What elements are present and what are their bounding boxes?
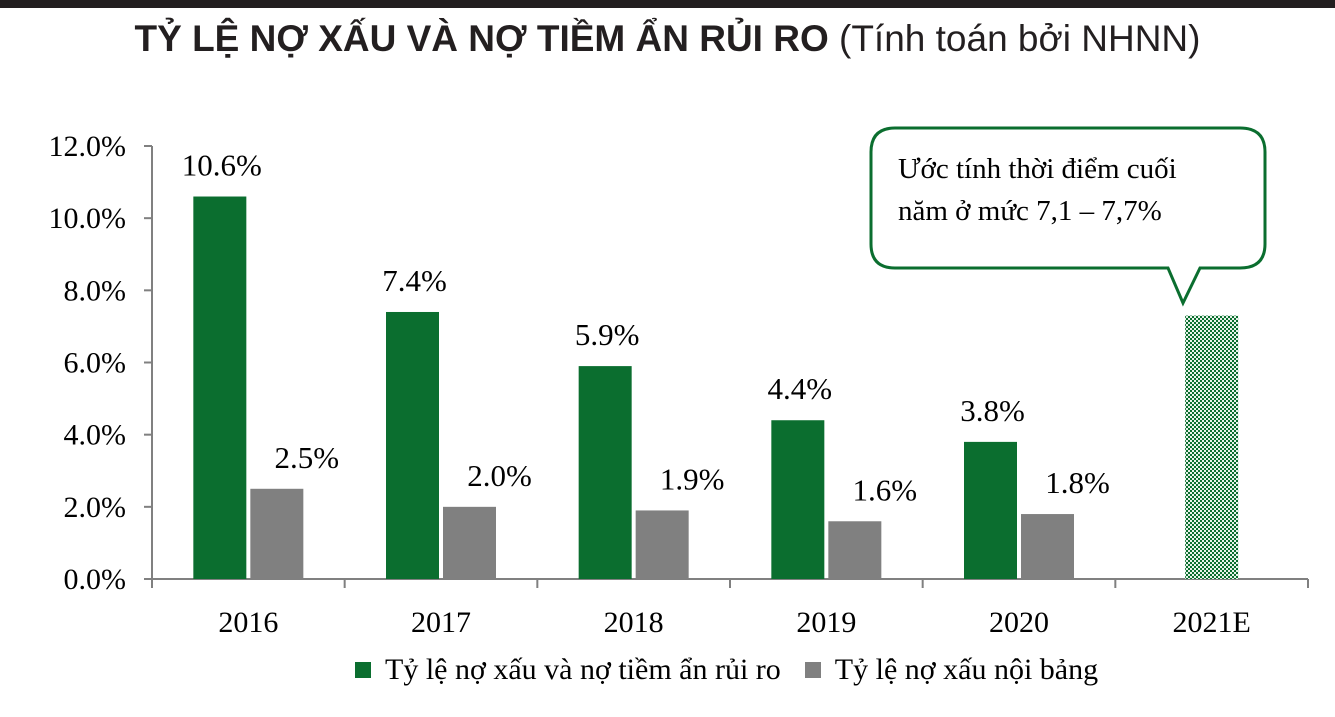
top-rule [0, 0, 1335, 8]
callout-bubble [869, 126, 1267, 307]
data-label-series1: 7.4% [382, 263, 447, 298]
chart-title-main: TỶ LỆ NỢ XẤU VÀ NỢ TIỀM ẨN RỦI RO [134, 18, 829, 59]
x-tick-label: 2018 [604, 606, 664, 639]
y-tick-label: 12.0% [49, 130, 127, 163]
data-label-series2: 2.0% [467, 458, 532, 493]
y-tick-label: 10.0% [49, 202, 127, 235]
callout: Ước tính thời điểm cuối năm ở mức 7,1 – … [869, 126, 1267, 307]
bar-series2 [443, 506, 496, 579]
y-tick-label: 2.0% [64, 491, 127, 524]
legend-swatch-series2 [804, 662, 821, 678]
y-tick-label: 6.0% [64, 347, 127, 380]
bar-series1 [193, 196, 247, 579]
y-tick-label: 0.0% [64, 563, 127, 596]
data-label-series2: 1.6% [853, 472, 918, 507]
legend-label-series1: Tỷ lệ nợ xấu và nợ tiềm ẩn rủi ro [385, 653, 781, 686]
legend-item-series2: Tỷ lệ nợ xấu nội bảng [804, 653, 1099, 687]
bar-series2 [828, 521, 882, 579]
x-tick-label: 2021E [1173, 606, 1251, 639]
labels: 10.6% 7.4% 5.9% 4.4% 3.8% 2.5% 2.0% 1.9% 1.6% 1.8… [182, 148, 1110, 508]
legend: Tỷ lệ nợ xấu và nợ tiềm ẩn rủi ro Tỷ lệ … [355, 650, 1122, 690]
chart-title-sub: (Tính toán bởi NHNN) [839, 18, 1201, 59]
y-tick-label: 4.0% [64, 419, 127, 452]
bar-series2 [635, 510, 689, 579]
bars [193, 196, 1239, 579]
bar-series1 [964, 441, 1017, 579]
data-label-series1: 10.6% [182, 148, 262, 183]
bar-estimate [1185, 315, 1239, 579]
data-label-series2: 1.8% [1045, 465, 1110, 500]
data-label-series2: 1.9% [660, 461, 725, 496]
bar-series1 [771, 420, 825, 579]
bar-series2 [250, 488, 304, 579]
callout-line-1: Ước tính thời điểm cuối [898, 153, 1177, 185]
x-tick-label: 2016 [218, 606, 278, 639]
data-label-series1: 5.9% [575, 317, 640, 352]
x-tick-label: 2020 [989, 606, 1049, 639]
callout-line-2: năm ở mức 7,1 – 7,7% [898, 195, 1162, 227]
bar-series1 [386, 311, 439, 579]
data-label-series1: 3.8% [960, 393, 1025, 428]
y-tick-label: 8.0% [64, 274, 127, 307]
legend-swatch-series1 [355, 662, 371, 678]
bar-series1 [578, 366, 632, 579]
bar-series2 [1021, 514, 1074, 579]
x-tick-label: 2019 [796, 606, 856, 639]
data-label-series1: 4.4% [768, 371, 833, 406]
legend-item-series1: Tỷ lệ nợ xấu và nợ tiềm ẩn rủi ro [355, 653, 781, 687]
data-label-series2: 2.5% [275, 440, 340, 475]
x-tick-label: 2017 [411, 606, 471, 639]
chart-title: TỶ LỆ NỢ XẤU VÀ NỢ TIỀM ẨN RỦI RO (Tính … [0, 18, 1335, 60]
axes: 0.0% 2.0% 4.0% 6.0% 8.0% 10.0% 12.0% 2016 2017 20… [49, 130, 1309, 639]
legend-label-series2: Tỷ lệ nợ xấu nội bảng [834, 653, 1099, 686]
